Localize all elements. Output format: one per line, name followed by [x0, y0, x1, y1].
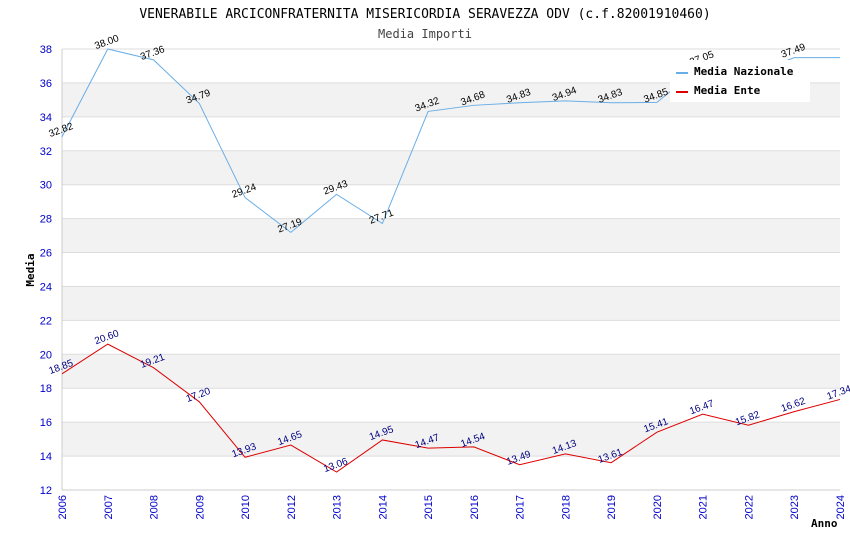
- x-tick-label: 2018: [560, 495, 572, 519]
- y-tick-label: 14: [40, 451, 52, 463]
- x-tick-label: 2017: [515, 495, 527, 519]
- series-line-media-ente: [61, 343, 841, 473]
- plot-background: [61, 48, 840, 491]
- y-tick-label: 28: [40, 214, 52, 226]
- y-tick-label: 26: [40, 248, 52, 260]
- grid-band: [62, 150, 840, 185]
- x-tick-label: 2023: [789, 495, 801, 519]
- x-tick-label: 2022: [743, 495, 755, 519]
- y-tick-label: 16: [40, 417, 52, 429]
- grid-band: [62, 184, 840, 219]
- x-tick-label: 2021: [698, 495, 710, 519]
- grid-band: [62, 286, 840, 321]
- y-axis: 12 14 16 18 20 22 24 26 28 30 32 34 36 38: [40, 44, 52, 497]
- x-tick-label: 2020: [652, 495, 664, 519]
- grid-band: [62, 422, 840, 457]
- grid-band: [62, 218, 840, 253]
- grid-band: [62, 388, 840, 423]
- y-tick-label: 22: [40, 315, 52, 327]
- chart-subtitle: Media Importi: [378, 27, 472, 41]
- x-tick-label: 2019: [606, 495, 618, 519]
- x-tick-label: 2012: [286, 495, 298, 519]
- x-tick-label: 2024: [835, 495, 847, 519]
- chart-title: VENERABILE ARCICONFRATERNITA MISERICORDI…: [139, 7, 710, 22]
- grid-band: [62, 116, 840, 151]
- legend-label-media-ente: Media Ente: [694, 84, 761, 97]
- y-tick-label: 32: [40, 146, 52, 158]
- x-tick-label: 2006: [57, 495, 69, 519]
- y-tick-label: 12: [40, 485, 52, 497]
- y-tick-label: 18: [40, 383, 52, 395]
- y-tick-label: 24: [40, 281, 52, 293]
- x-tick-label: 2013: [332, 495, 344, 519]
- grid-band: [62, 252, 840, 287]
- y-tick-label: 38: [40, 44, 52, 56]
- legend: Media Nazionale Media Ente: [670, 60, 810, 102]
- grid-band: [62, 456, 840, 490]
- x-tick-label: 2009: [194, 495, 206, 519]
- y-tick-label: 34: [40, 112, 52, 124]
- x-tick-label: 2016: [469, 495, 481, 519]
- x-tick-label: 2007: [103, 495, 115, 519]
- y-tick-label: 30: [40, 180, 52, 192]
- x-tick-label: 2015: [423, 495, 435, 519]
- y-axis-label: Media: [24, 253, 37, 286]
- x-axis: 2006 2007 2008 2009 2010 2012 2013 2014 2015 2016…: [57, 495, 847, 519]
- grid-band: [62, 354, 840, 389]
- grid-band: [62, 320, 840, 355]
- x-tick-label: 2010: [240, 495, 252, 519]
- legend-label-media-nazionale: Media Nazionale: [694, 65, 794, 78]
- x-axis-label: Anno: [811, 517, 838, 530]
- y-tick-label: 36: [40, 78, 52, 90]
- y-tick-label: 20: [40, 349, 52, 361]
- legend-box: [670, 60, 810, 102]
- x-tick-label: 2008: [149, 495, 161, 519]
- x-tick-label: 2014: [377, 495, 389, 519]
